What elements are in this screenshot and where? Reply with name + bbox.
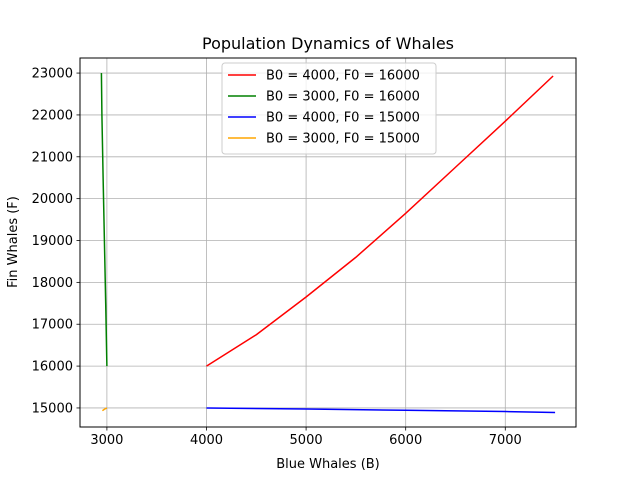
x-tick-label: 3000 <box>90 433 123 448</box>
y-tick-label: 17000 <box>32 318 73 333</box>
ticks: 3000 4000 5000 6000 7000 15000 16000 17000 18000… <box>32 67 522 448</box>
series-line-2 <box>206 407 556 414</box>
legend-box <box>221 62 437 155</box>
y-tick-label: 21000 <box>32 150 73 165</box>
y-tick-label: 18000 <box>32 276 73 291</box>
y-tick-label: 15000 <box>32 401 73 416</box>
legend: B0 = 4000, F0 = 16000 B0 = 3000, F0 = 160… <box>221 62 437 155</box>
x-tick-label: 4000 <box>190 433 223 448</box>
series-lines <box>100 73 556 414</box>
y-axis-label: Fin Whales (F) <box>6 196 21 288</box>
legend-label: B0 = 3000, F0 = 16000 <box>266 90 420 105</box>
x-tick-label: 6000 <box>389 433 422 448</box>
x-tick-label: 5000 <box>290 433 323 448</box>
series-line-0 <box>206 75 554 367</box>
y-tick-label: 19000 <box>32 234 73 249</box>
grid <box>80 58 576 427</box>
series-line-1 <box>100 73 108 367</box>
y-tick-label: 23000 <box>32 67 73 82</box>
legend-label: B0 = 3000, F0 = 15000 <box>266 132 420 147</box>
legend-label: B0 = 4000, F0 = 16000 <box>266 69 420 84</box>
x-tick-label: 7000 <box>489 433 522 448</box>
legend-label: B0 = 4000, F0 = 15000 <box>266 111 420 126</box>
series-line-3 <box>101 407 108 412</box>
y-tick-label: 22000 <box>32 108 73 123</box>
x-axis-label: Blue Whales (B) <box>276 457 380 472</box>
axes-frame <box>79 57 577 428</box>
y-tick-label: 20000 <box>32 192 73 207</box>
y-tick-label: 16000 <box>32 360 73 375</box>
chart-title: Population Dynamics of Whales <box>202 34 454 53</box>
